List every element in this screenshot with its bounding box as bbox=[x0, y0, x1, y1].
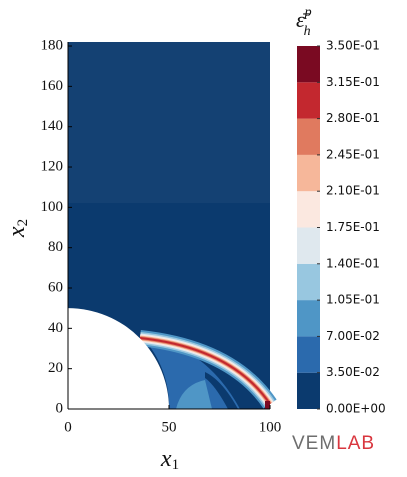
colorbar-bin bbox=[297, 46, 320, 83]
cb-sup: p bbox=[304, 5, 312, 20]
y-tick-label: 180 bbox=[41, 37, 64, 53]
y-tick-label: 100 bbox=[41, 199, 64, 215]
y-label-base: x bbox=[4, 226, 30, 238]
y-tick-label: 140 bbox=[41, 118, 64, 134]
x-label-base: x bbox=[160, 446, 172, 472]
band bbox=[139, 337, 271, 405]
y-tick-label: 40 bbox=[48, 320, 63, 336]
colorbar-bin bbox=[297, 227, 320, 264]
colorbar-tick-label: 1.40E-01 bbox=[326, 256, 380, 270]
band bbox=[142, 337, 240, 409]
colorbar-tick-label: 2.80E-01 bbox=[326, 111, 380, 125]
hole bbox=[68, 308, 169, 409]
y-tick-label: 160 bbox=[41, 78, 64, 94]
y-tick-label: 20 bbox=[48, 360, 63, 376]
colorbar-bin bbox=[297, 372, 320, 409]
band bbox=[205, 372, 238, 409]
colorbar-tick-label: 0.00E+00 bbox=[326, 402, 386, 416]
field bbox=[68, 42, 277, 409]
y-tick-label: 60 bbox=[48, 279, 63, 295]
y-tick-label: 120 bbox=[41, 158, 64, 174]
colorbar-bin bbox=[297, 336, 320, 373]
colorbar-tick-label: 2.10E-01 bbox=[326, 184, 380, 198]
field-upper-zone bbox=[68, 42, 270, 203]
colorbar-bin bbox=[297, 82, 320, 119]
y-tick-label: 0 bbox=[56, 400, 64, 416]
x-tick-label: 0 bbox=[64, 419, 72, 435]
x-tick-label: 100 bbox=[259, 419, 282, 435]
x-axis-label: x1 bbox=[160, 446, 179, 474]
colorbar-tick-label: 1.75E-01 bbox=[326, 220, 380, 234]
logo-part: VEM bbox=[292, 433, 336, 454]
band bbox=[265, 401, 270, 409]
colorbar-tick-label: 3.50E-01 bbox=[326, 39, 380, 53]
colorbar-bin bbox=[297, 118, 320, 155]
x-tick-label: 50 bbox=[162, 419, 177, 435]
cb-sub: h bbox=[304, 24, 311, 39]
colorbar-tick-label: 3.15E-01 bbox=[326, 75, 380, 89]
colorbar-tick-label: 7.00E-02 bbox=[326, 329, 380, 343]
x-label-sub: 1 bbox=[172, 457, 180, 473]
colorbar-bin bbox=[297, 263, 320, 301]
colorbar-bin bbox=[297, 191, 320, 228]
colorbar-tick-label: 3.50E-02 bbox=[326, 365, 380, 379]
colorbar-tick-label: 1.05E-01 bbox=[326, 293, 380, 307]
y-label-sub: 2 bbox=[15, 219, 31, 227]
logo-part: LAB bbox=[336, 433, 375, 454]
band bbox=[176, 380, 212, 409]
y-axis-label: x2 bbox=[4, 219, 32, 238]
logo: VEMLAB bbox=[292, 433, 375, 454]
colorbar-tick-label: 2.45E-01 bbox=[326, 147, 380, 161]
y-tick-label: 80 bbox=[48, 239, 63, 255]
colorbar-bin bbox=[297, 154, 320, 192]
colorbar-label: ε̄p h bbox=[296, 5, 312, 39]
colorbar-bin bbox=[297, 300, 320, 337]
